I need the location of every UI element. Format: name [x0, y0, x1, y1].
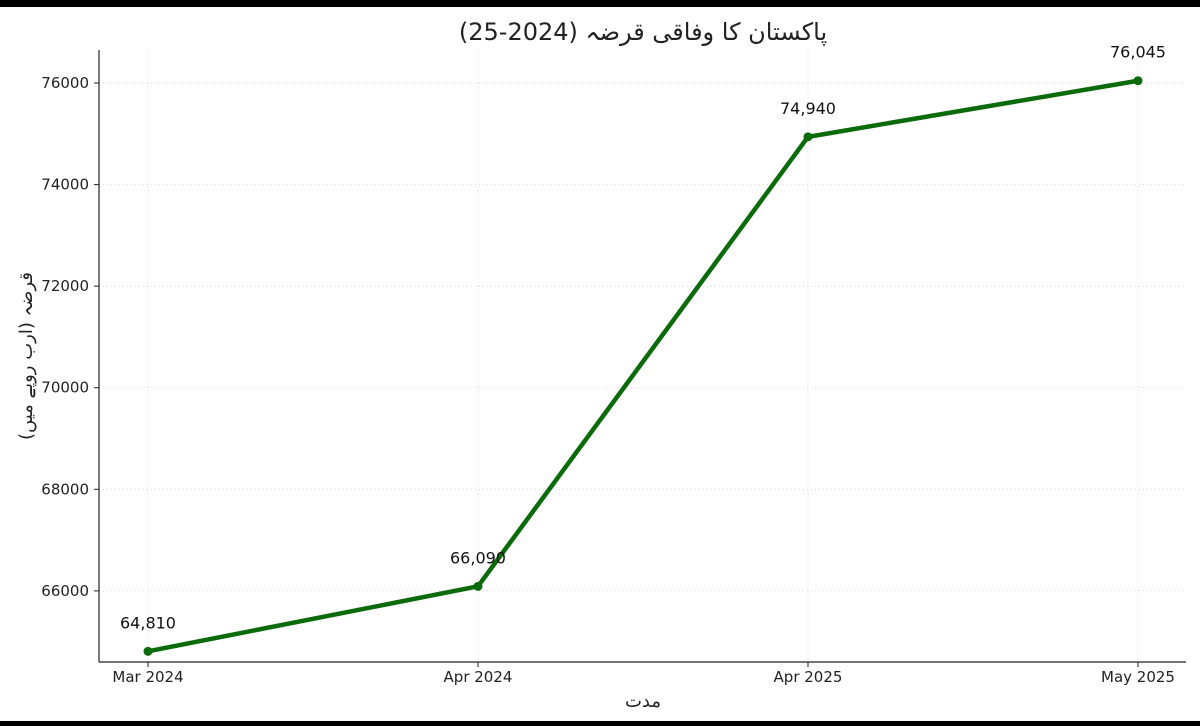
- y-tick-label: 70000: [41, 379, 89, 397]
- axes: [98, 50, 1186, 663]
- y-axis-title: قرضہ (ارب روپے میں): [16, 272, 37, 440]
- x-tick-label: Apr 2024: [444, 668, 513, 686]
- x-tick-label: Mar 2024: [112, 668, 183, 686]
- data-point: [803, 132, 813, 142]
- x-tick-label: Apr 2025: [774, 668, 843, 686]
- series-line: [145, 78, 1141, 654]
- data-point: [473, 581, 483, 591]
- y-tick-label: 66000: [41, 582, 89, 600]
- y-tick-label: 68000: [41, 480, 89, 498]
- x-tick-label: May 2025: [1101, 668, 1175, 686]
- series-layer: [143, 76, 1143, 656]
- y-ticks: 66000 68000 70000 72000 74000 76000: [41, 74, 99, 600]
- data-point: [143, 646, 153, 656]
- grid-lines: [99, 50, 1186, 662]
- data-labels: 64,810 66,090 74,940 76,045: [120, 43, 1166, 633]
- data-label: 74,940: [780, 99, 836, 118]
- data-point: [1133, 76, 1143, 86]
- y-tick-label: 76000: [41, 74, 89, 92]
- y-tick-label: 72000: [41, 277, 89, 295]
- data-label: 76,045: [1110, 43, 1166, 62]
- data-label: 66,090: [450, 548, 506, 567]
- data-label: 64,810: [120, 613, 176, 632]
- chart-title: پاکستان کا وفاقی قرضہ (2024-25): [459, 18, 827, 46]
- y-tick-label: 74000: [41, 176, 89, 194]
- x-ticks: Mar 2024 Apr 2024 Apr 2025 May 2025: [112, 662, 1175, 686]
- x-axis-title: مدت: [625, 691, 661, 712]
